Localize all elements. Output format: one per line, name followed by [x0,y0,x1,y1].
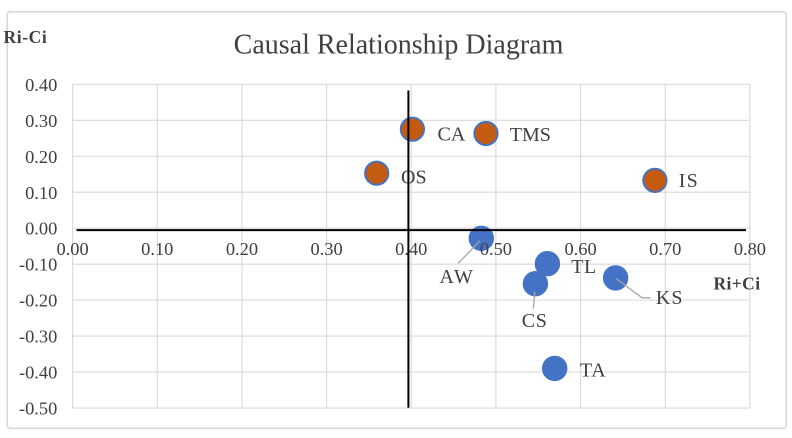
svg-text:0.20: 0.20 [226,239,258,259]
svg-text:TMS: TMS [510,124,551,146]
svg-text:0.30: 0.30 [310,239,342,259]
svg-text:0.30: 0.30 [25,111,57,131]
svg-text:Ri+Ci: Ri+Ci [714,274,761,294]
svg-text:KS: KS [656,287,684,309]
svg-text:TL: TL [571,256,596,278]
svg-text:0.10: 0.10 [141,239,173,259]
svg-text:Ri-Ci: Ri-Ci [4,27,48,47]
svg-text:-0.40: -0.40 [19,362,57,382]
svg-text:TA: TA [580,359,607,381]
svg-text:0.60: 0.60 [564,239,596,259]
svg-text:-0.50: -0.50 [19,398,57,418]
svg-text:0.20: 0.20 [25,147,57,167]
svg-text:-0.30: -0.30 [19,327,57,347]
svg-text:AW: AW [440,266,475,288]
svg-text:0.40: 0.40 [25,75,57,95]
svg-text:Causal Relationship Diagram: Causal Relationship Diagram [234,30,564,61]
svg-text:-0.10: -0.10 [19,255,57,275]
svg-text:0.00: 0.00 [25,219,57,239]
svg-text:0.80: 0.80 [734,239,766,259]
svg-text:CA: CA [438,123,466,145]
svg-text:0.50: 0.50 [480,239,512,259]
svg-text:0.40: 0.40 [395,239,427,259]
svg-text:0.10: 0.10 [25,183,57,203]
svg-text:-0.20: -0.20 [19,291,57,311]
svg-text:0.70: 0.70 [649,239,681,259]
svg-text:IS: IS [679,170,699,192]
svg-text:0.00: 0.00 [57,239,89,259]
svg-text:CS: CS [522,310,548,332]
svg-text:OS: OS [401,167,427,189]
